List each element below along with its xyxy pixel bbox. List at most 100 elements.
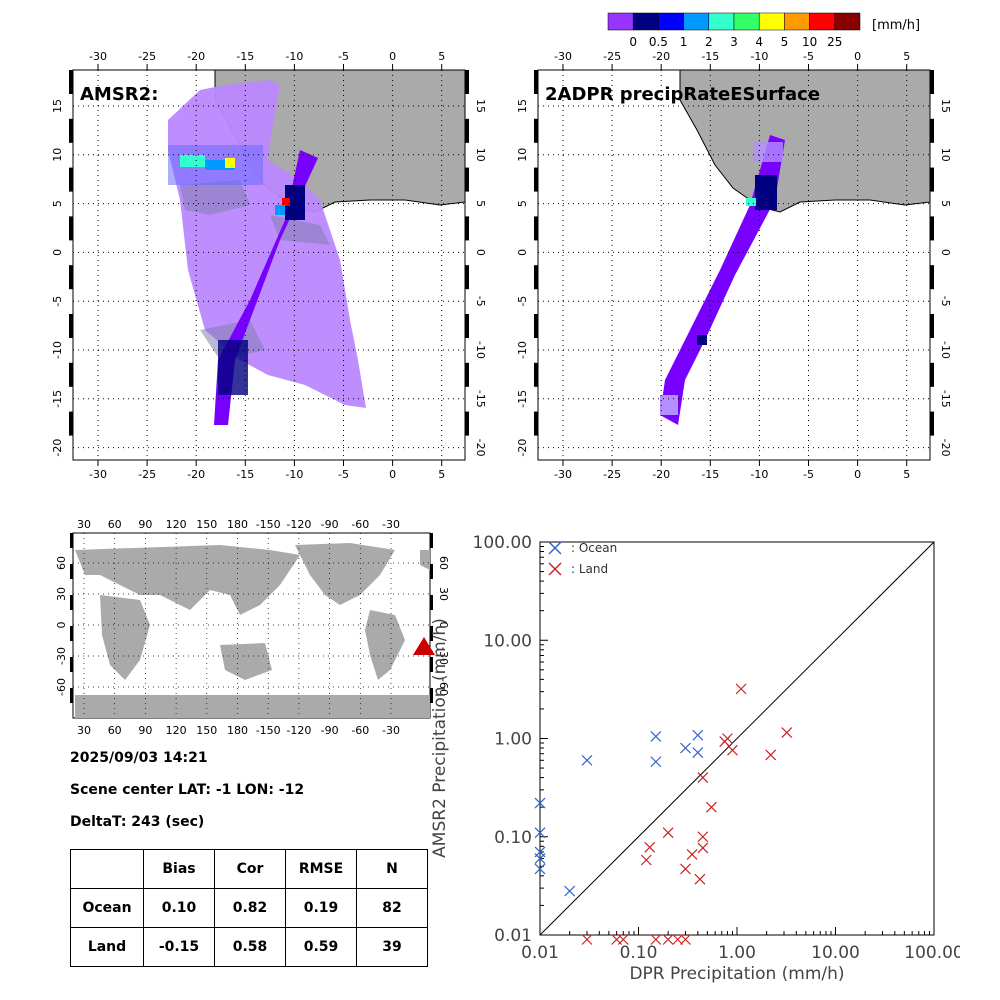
x-tick-label: 0.10 (620, 943, 658, 963)
lon-tick-label: -5 (803, 50, 814, 63)
lon-tick-label: -30 (554, 468, 572, 481)
statistics-table: Bias Cor RMSE N Ocean 0.10 0.82 0.19 82 … (70, 849, 428, 967)
colorbar-swatch (632, 12, 659, 31)
x-tick-label: 10.00 (811, 943, 860, 963)
amsr2-rain-cell (225, 158, 235, 168)
lat-tick-label: -10 (939, 341, 952, 359)
lat-tick-label: -15 (474, 390, 487, 408)
axis-bar (430, 626, 433, 641)
axis-bar (465, 216, 469, 241)
axis-bar (69, 411, 73, 436)
legend-label: : Land (571, 562, 608, 576)
axis-bar (534, 118, 538, 143)
lat-tick-label: 0 (51, 249, 64, 256)
one-to-one-line (539, 541, 935, 936)
dpr-swath (660, 135, 785, 425)
data-point (534, 797, 546, 809)
colorbar-label: 1 (680, 35, 688, 49)
data-point (662, 827, 674, 839)
data-point (662, 934, 674, 945)
lat-tick-label: 15 (516, 99, 529, 113)
data-point (640, 854, 652, 866)
table-cell: 0.59 (285, 927, 357, 967)
lon-tick-label: 180 (227, 518, 248, 531)
lon-tick-label: -10 (750, 468, 768, 481)
dpr-light-rain (660, 395, 678, 415)
legend-marker (548, 541, 562, 555)
legend-marker (548, 562, 562, 576)
axis-bar (70, 564, 73, 579)
data-point (644, 841, 656, 853)
lat-tick-label: -60 (437, 678, 450, 696)
lon-tick-label: 0 (854, 50, 861, 63)
data-point (672, 934, 684, 945)
scene-info: 2025/09/03 14:21 Scene center LAT: -1 LO… (70, 750, 304, 846)
colorbar-swatch (758, 12, 785, 31)
lon-tick-label: 150 (196, 518, 217, 531)
axis-bar (430, 688, 433, 703)
lon-tick-label: 30 (77, 518, 91, 531)
lon-tick-label: -15 (236, 50, 254, 63)
lon-tick-label: -150 (256, 724, 281, 735)
axis-bar (69, 70, 73, 94)
axis-bar (465, 167, 469, 192)
axis-bar (930, 216, 934, 241)
data-point (781, 727, 793, 738)
colorbar-swatch (809, 12, 836, 31)
colorbar-label: 0.5 (649, 35, 668, 49)
amsr2-title: AMSR2: (80, 84, 158, 105)
lat-tick-label: -5 (474, 296, 487, 307)
table-cell: 82 (356, 888, 428, 928)
data-point (534, 853, 546, 864)
table-header: Bias (143, 849, 215, 889)
data-point (534, 863, 546, 875)
data-point (692, 747, 704, 758)
scatter-points (534, 683, 793, 945)
lat-tick-label: 60 (437, 556, 450, 570)
lon-tick-label: 5 (903, 468, 910, 481)
lon-tick-label: -10 (285, 468, 303, 481)
lon-tick-label: -5 (338, 468, 349, 481)
axis-bar (69, 314, 73, 338)
lon-tick-label: -20 (187, 50, 205, 63)
lon-tick-label: 120 (166, 518, 187, 531)
x-tick-label: 1.00 (718, 943, 756, 963)
lat-tick-label: -60 (55, 678, 68, 696)
axis-bar (69, 118, 73, 143)
lon-tick-label: 120 (166, 724, 187, 735)
dpr-title: 2ADPR precipRateESurface (545, 84, 820, 105)
colorbar-swatches (607, 12, 861, 31)
lon-tick-label: -30 (554, 50, 572, 63)
data-point (534, 827, 546, 839)
data-point (581, 754, 593, 766)
colorbar-swatch (658, 12, 684, 31)
colorbar-label: 10 (802, 35, 817, 49)
axis-bar (70, 688, 73, 703)
data-point (697, 842, 709, 854)
y-tick-label: 1.00 (494, 730, 532, 750)
lon-tick-label: 60 (108, 724, 122, 735)
data-point (680, 863, 691, 875)
lon-tick-label: -15 (236, 468, 254, 481)
axis-bar (534, 70, 538, 94)
lon-tick-label: 180 (227, 724, 248, 735)
data-point (617, 934, 629, 945)
lat-tick-label: 0 (516, 249, 529, 256)
lat-tick-label: -20 (474, 439, 487, 457)
lon-tick-label: 5 (438, 50, 445, 63)
amsr2-heavy-rain (218, 340, 248, 395)
table-cell: 0.82 (214, 888, 286, 928)
lon-tick-label: 0 (854, 468, 861, 481)
lat-tick-label: 5 (939, 200, 952, 207)
amsr2-heavy-rain (285, 185, 305, 220)
axis-bar (430, 564, 433, 579)
lon-tick-label: -120 (286, 518, 311, 531)
axis-bar (70, 595, 73, 610)
lon-tick-label: -5 (803, 468, 814, 481)
lat-tick-label: -30 (437, 647, 450, 665)
y-axis-label: AMSR2 Precipitation (mm/h) (430, 618, 450, 858)
lon-tick-label: -25 (138, 468, 156, 481)
amsr2-dpr-track (214, 150, 318, 425)
data-point (697, 831, 709, 843)
axis-bar (70, 626, 73, 641)
